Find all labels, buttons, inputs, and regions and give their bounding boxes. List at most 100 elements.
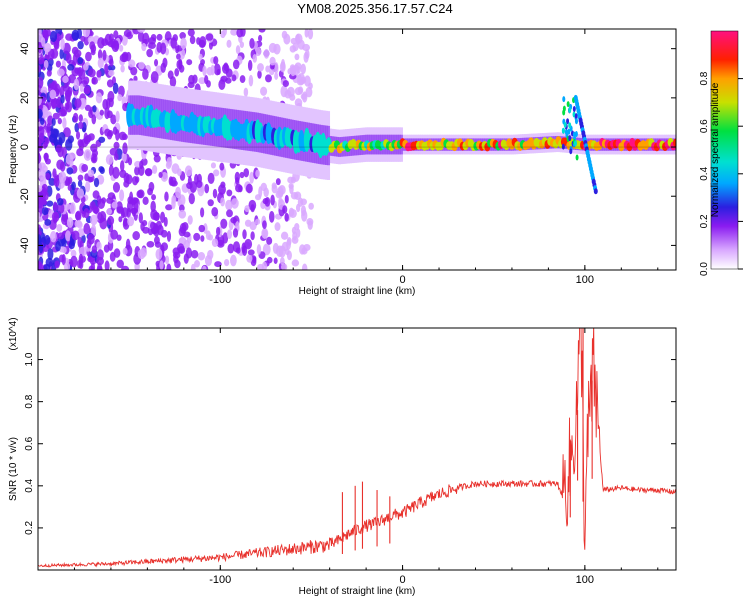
noise-cell bbox=[283, 33, 291, 45]
x-tick-label: -100 bbox=[209, 574, 231, 586]
noise-cell bbox=[54, 83, 61, 95]
noise-cell bbox=[186, 59, 193, 66]
noise-cell bbox=[258, 34, 263, 42]
noise-cell bbox=[113, 30, 119, 39]
noise-cell bbox=[286, 238, 291, 250]
burst-cell bbox=[575, 154, 579, 161]
noise-cell bbox=[216, 239, 225, 248]
noise-cell bbox=[188, 74, 195, 85]
noise-cell bbox=[224, 259, 230, 267]
noise-cell bbox=[70, 255, 78, 268]
y-tick-label: 0.2 bbox=[24, 521, 35, 535]
noise-cell bbox=[42, 106, 49, 118]
noise-cell bbox=[307, 220, 313, 230]
noise-cell bbox=[115, 129, 120, 141]
noise-cell bbox=[62, 117, 67, 129]
noise-cell bbox=[207, 172, 215, 185]
noise-cell bbox=[38, 41, 42, 54]
spectrogram-ylabel: Frequency (Hz) bbox=[8, 115, 19, 184]
noise-cell bbox=[280, 263, 288, 270]
noise-cell bbox=[198, 224, 206, 233]
noise-cell bbox=[107, 64, 116, 71]
spectrogram-plot-area bbox=[38, 29, 676, 270]
noise-cell bbox=[279, 257, 285, 266]
noise-cell bbox=[87, 169, 95, 178]
noise-cell bbox=[258, 29, 266, 33]
x-tick-label: 100 bbox=[576, 274, 594, 286]
noise-cell bbox=[63, 262, 71, 270]
noise-cell bbox=[262, 243, 271, 256]
y-tick-label: 0.6 bbox=[24, 436, 35, 450]
noise-cell bbox=[52, 201, 58, 212]
noise-cell bbox=[205, 230, 211, 240]
noise-cell bbox=[244, 219, 252, 227]
noise-cell bbox=[38, 260, 41, 270]
noise-cell bbox=[153, 154, 161, 163]
noise-cell bbox=[252, 53, 258, 63]
noise-cell bbox=[294, 87, 303, 96]
noise-cell bbox=[189, 35, 196, 45]
noise-cell bbox=[91, 245, 98, 254]
noise-cell bbox=[220, 197, 225, 207]
noise-cell bbox=[174, 68, 180, 77]
noise-cell bbox=[71, 29, 80, 41]
noise-cell bbox=[166, 263, 172, 270]
noise-cell bbox=[80, 97, 87, 109]
noise-cell bbox=[38, 211, 41, 220]
noise-cell bbox=[125, 238, 131, 251]
noise-cell bbox=[164, 191, 169, 202]
noise-cell bbox=[56, 68, 65, 77]
noise-cell bbox=[122, 247, 128, 255]
noise-cell bbox=[255, 169, 260, 178]
burst-cell bbox=[574, 118, 578, 125]
noise-cell bbox=[55, 60, 61, 68]
noise-cell bbox=[113, 152, 119, 161]
noise-cell bbox=[254, 47, 262, 57]
noise-cell bbox=[239, 171, 245, 179]
noise-cell bbox=[260, 86, 268, 96]
burst-cell bbox=[563, 121, 567, 128]
noise-cell bbox=[294, 191, 302, 200]
noise-cell bbox=[121, 34, 128, 46]
noise-cell bbox=[176, 243, 185, 254]
noise-cell bbox=[44, 234, 51, 245]
noise-cell bbox=[134, 201, 139, 213]
noise-cell bbox=[137, 29, 146, 33]
noise-cell bbox=[243, 168, 250, 178]
noise-cell bbox=[188, 193, 195, 205]
noise-cell bbox=[38, 64, 42, 73]
noise-cell bbox=[254, 218, 261, 225]
noise-cell bbox=[53, 136, 58, 146]
noise-cell bbox=[43, 59, 49, 69]
noise-cell bbox=[294, 222, 300, 231]
noise-cell bbox=[175, 186, 182, 199]
noise-cell bbox=[112, 82, 119, 94]
noise-cell bbox=[83, 149, 92, 161]
noise-cell bbox=[210, 64, 215, 76]
noise-cell bbox=[110, 229, 119, 240]
noise-cell bbox=[105, 98, 111, 110]
noise-cell bbox=[74, 220, 79, 228]
noise-cell bbox=[250, 231, 255, 241]
burst-cell bbox=[574, 140, 578, 147]
noise-cell bbox=[160, 62, 166, 73]
noise-cell bbox=[138, 61, 145, 70]
noise-cell bbox=[129, 191, 134, 204]
noise-cell bbox=[51, 211, 60, 223]
noise-cell bbox=[199, 36, 207, 48]
noise-cell bbox=[110, 38, 116, 49]
noise-cell bbox=[88, 265, 95, 270]
noise-cell bbox=[58, 108, 67, 117]
noise-cell bbox=[275, 178, 281, 186]
noise-cell bbox=[56, 159, 65, 170]
noise-cell bbox=[291, 259, 300, 267]
noise-cell bbox=[85, 181, 91, 193]
noise-cell bbox=[274, 222, 281, 231]
noise-cell bbox=[211, 207, 219, 217]
noise-cell bbox=[97, 249, 104, 261]
noise-cell bbox=[112, 182, 121, 193]
burst-cell bbox=[561, 143, 565, 150]
noise-cell bbox=[159, 211, 166, 224]
noise-cell bbox=[198, 77, 206, 85]
burst-cell bbox=[574, 131, 578, 138]
